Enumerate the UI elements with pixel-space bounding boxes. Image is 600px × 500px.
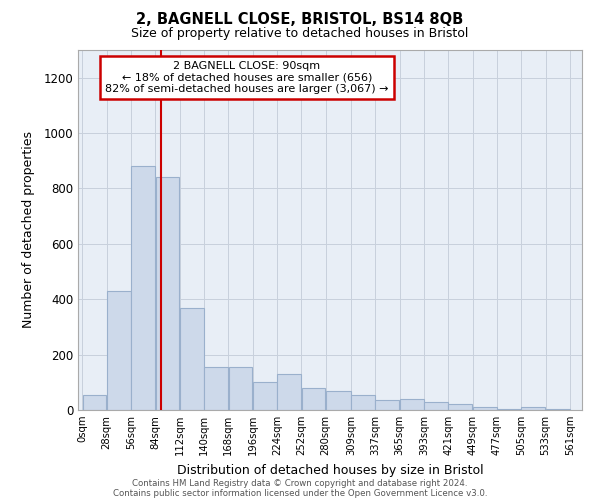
Bar [155,178,179,410]
Bar [253,382,277,410]
Text: Contains public sector information licensed under the Open Government Licence v3: Contains public sector information licen… [113,488,487,498]
Bar [131,166,155,410]
Bar [277,374,301,410]
Text: Contains HM Land Registry data © Crown copyright and database right 2024.: Contains HM Land Registry data © Crown c… [132,478,468,488]
Bar [546,408,569,410]
Bar [424,402,448,410]
Bar [448,404,472,410]
Bar [521,407,545,410]
Bar [326,390,350,410]
Bar [229,367,253,410]
X-axis label: Distribution of detached houses by size in Bristol: Distribution of detached houses by size … [176,464,484,476]
Bar [180,308,204,410]
Bar [400,399,424,410]
Text: 2, BAGNELL CLOSE, BRISTOL, BS14 8QB: 2, BAGNELL CLOSE, BRISTOL, BS14 8QB [136,12,464,28]
Bar [473,407,497,410]
Bar [497,408,521,410]
Bar [351,395,375,410]
Y-axis label: Number of detached properties: Number of detached properties [22,132,35,328]
Bar [302,388,325,410]
Bar [204,367,228,410]
Bar [376,400,400,410]
Text: 2 BAGNELL CLOSE: 90sqm
← 18% of detached houses are smaller (656)
82% of semi-de: 2 BAGNELL CLOSE: 90sqm ← 18% of detached… [105,61,389,94]
Bar [83,395,106,410]
Bar [107,291,131,410]
Text: Size of property relative to detached houses in Bristol: Size of property relative to detached ho… [131,28,469,40]
